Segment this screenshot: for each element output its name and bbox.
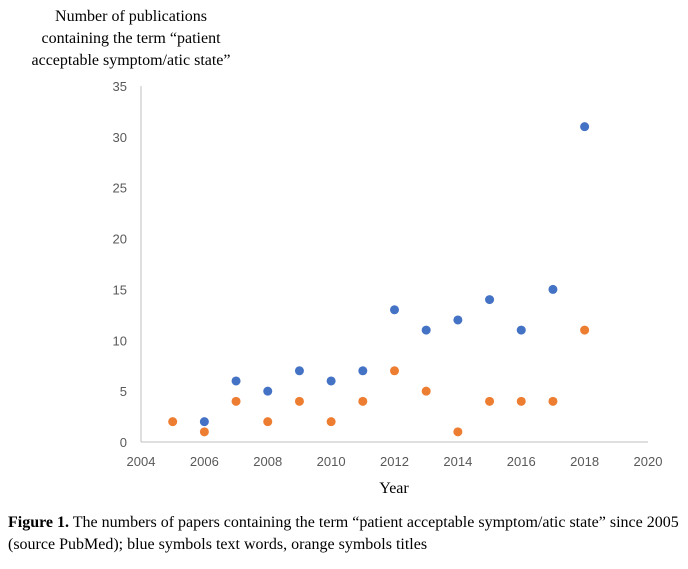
data-point <box>516 325 526 335</box>
y-tick-label: 10 <box>113 333 127 348</box>
data-point <box>390 305 399 315</box>
caption-label: Figure 1. <box>8 514 70 531</box>
x-tick-label: 2020 <box>634 454 663 469</box>
x-tick-label: 2004 <box>127 454 156 469</box>
y-tick-label: 20 <box>113 232 127 247</box>
figure-caption: Figure 1. The numbers of papers containi… <box>8 512 684 556</box>
x-tick-label: 2010 <box>317 454 346 469</box>
x-tick-label: 2018 <box>570 454 599 469</box>
data-point <box>199 427 209 437</box>
data-point <box>263 386 273 396</box>
data-point <box>199 417 209 427</box>
data-point <box>326 376 336 386</box>
data-point <box>453 315 463 325</box>
data-point <box>548 396 558 406</box>
caption-text: The numbers of papers containing the ter… <box>8 514 679 553</box>
y-tick-label: 35 <box>113 79 127 94</box>
data-point <box>168 417 178 427</box>
data-point <box>421 325 431 335</box>
data-point <box>390 366 399 376</box>
y-axis: 0 5 10 15 20 25 30 35 <box>113 79 142 450</box>
y-tick-label: 30 <box>113 130 127 145</box>
data-point <box>580 122 590 132</box>
chart-title: Number of publications containing the te… <box>0 6 262 72</box>
data-point <box>453 427 463 437</box>
data-point <box>326 417 336 427</box>
data-point <box>358 366 368 376</box>
x-tick-label: 2008 <box>253 454 282 469</box>
x-axis-label: Year <box>379 480 409 497</box>
y-tick-label: 5 <box>120 384 127 399</box>
data-point <box>421 386 431 396</box>
x-tick-label: 2012 <box>380 454 409 469</box>
data-point <box>548 284 558 294</box>
x-tick-label: 2016 <box>507 454 536 469</box>
data-point <box>231 376 241 386</box>
y-tick-label: 25 <box>113 181 127 196</box>
x-tick-label: 2014 <box>443 454 472 469</box>
chart-title-line-3: acceptable symptom/atic state” <box>31 52 231 69</box>
data-point <box>294 366 304 376</box>
data-point <box>358 396 368 406</box>
data-point <box>231 396 241 406</box>
data-point <box>485 295 495 305</box>
series-2 <box>168 325 590 437</box>
data-points <box>168 122 590 437</box>
data-point <box>516 396 526 406</box>
chart-title-line-1: Number of publications <box>55 8 207 25</box>
x-tick-label: 2006 <box>190 454 219 469</box>
y-tick-label: 0 <box>120 435 127 450</box>
data-point <box>485 396 495 406</box>
x-axis: 2004 2006 2008 2010 2012 2014 2016 2018 2020 <box>127 441 663 469</box>
chart-title-line-2: containing the term “patient <box>41 30 221 47</box>
data-point <box>294 396 304 406</box>
data-point <box>580 325 590 335</box>
y-tick-label: 15 <box>113 282 127 297</box>
data-point <box>263 417 273 427</box>
series-1 <box>199 122 590 427</box>
